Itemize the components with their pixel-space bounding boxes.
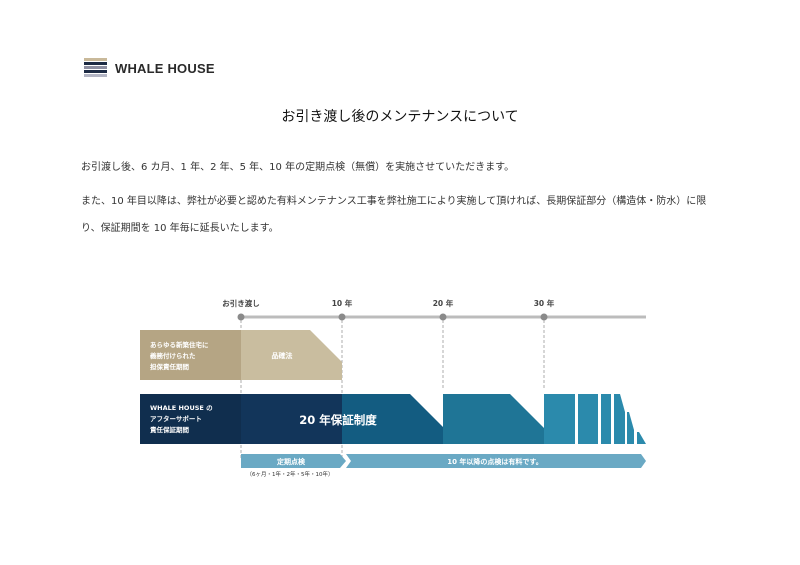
free-inspection-arrow (241, 454, 346, 468)
brand-logo: WHALE HOUSE (84, 58, 215, 78)
whale-bar-segment-2 (342, 394, 443, 444)
whale-label: WHALE HOUSE の アフターサポート 責任保証期間 (150, 404, 215, 434)
legal-label: あらゆる新築住宅に 義務付けられた 担保責任期間 (150, 340, 211, 371)
whale-block-2 (578, 394, 598, 444)
paragraph-inspections: お引渡し後、6 カ月、1 年、2 年、5 年、10 年の定期点検（無償）を実施さ… (81, 162, 515, 173)
legal-bar-label: 品確法 (272, 351, 293, 360)
page-title: お引き渡し後のメンテナンスについて (281, 109, 519, 125)
whale-bar-segment-3 (443, 394, 544, 444)
whale-block-6 (637, 432, 646, 444)
timeline-dot-handover (237, 313, 245, 321)
milestone-30: 30 年 (534, 298, 555, 308)
whale-block-3 (601, 394, 611, 444)
milestone-20: 20 年 (433, 298, 454, 308)
whale-block-1 (544, 394, 575, 444)
whale-bar-label: 20 年保証制度 (299, 413, 377, 427)
whale-label-block (140, 394, 241, 444)
timeline-dot-10 (338, 313, 346, 321)
timeline-dot-30 (540, 313, 548, 321)
whale-block-4 (614, 394, 625, 444)
timeline-dot-20 (439, 313, 447, 321)
logo-mark-icon (84, 58, 107, 78)
paragraph-extension: また、10 年目以降は、弊社が必要と認めた有料メンテナンス工事を弊社施工により実… (81, 196, 707, 234)
free-inspection-label: 定期点検 (277, 457, 306, 466)
milestone-10: 10 年 (332, 298, 353, 308)
paid-inspection-label: 10 年以降の点検は有料です。 (447, 457, 542, 466)
whale-bar-segment-1 (241, 394, 342, 444)
brand-name: WHALE HOUSE (115, 60, 215, 76)
legal-period-bar (241, 330, 342, 380)
milestone-handover: お引き渡し (222, 298, 260, 308)
whale-block-5 (627, 412, 634, 444)
paid-inspection-arrow (346, 454, 646, 468)
legal-label-block (140, 330, 241, 380)
free-inspection-detail: （6ヶ月・1年・2年・5年・10年） (247, 470, 334, 478)
